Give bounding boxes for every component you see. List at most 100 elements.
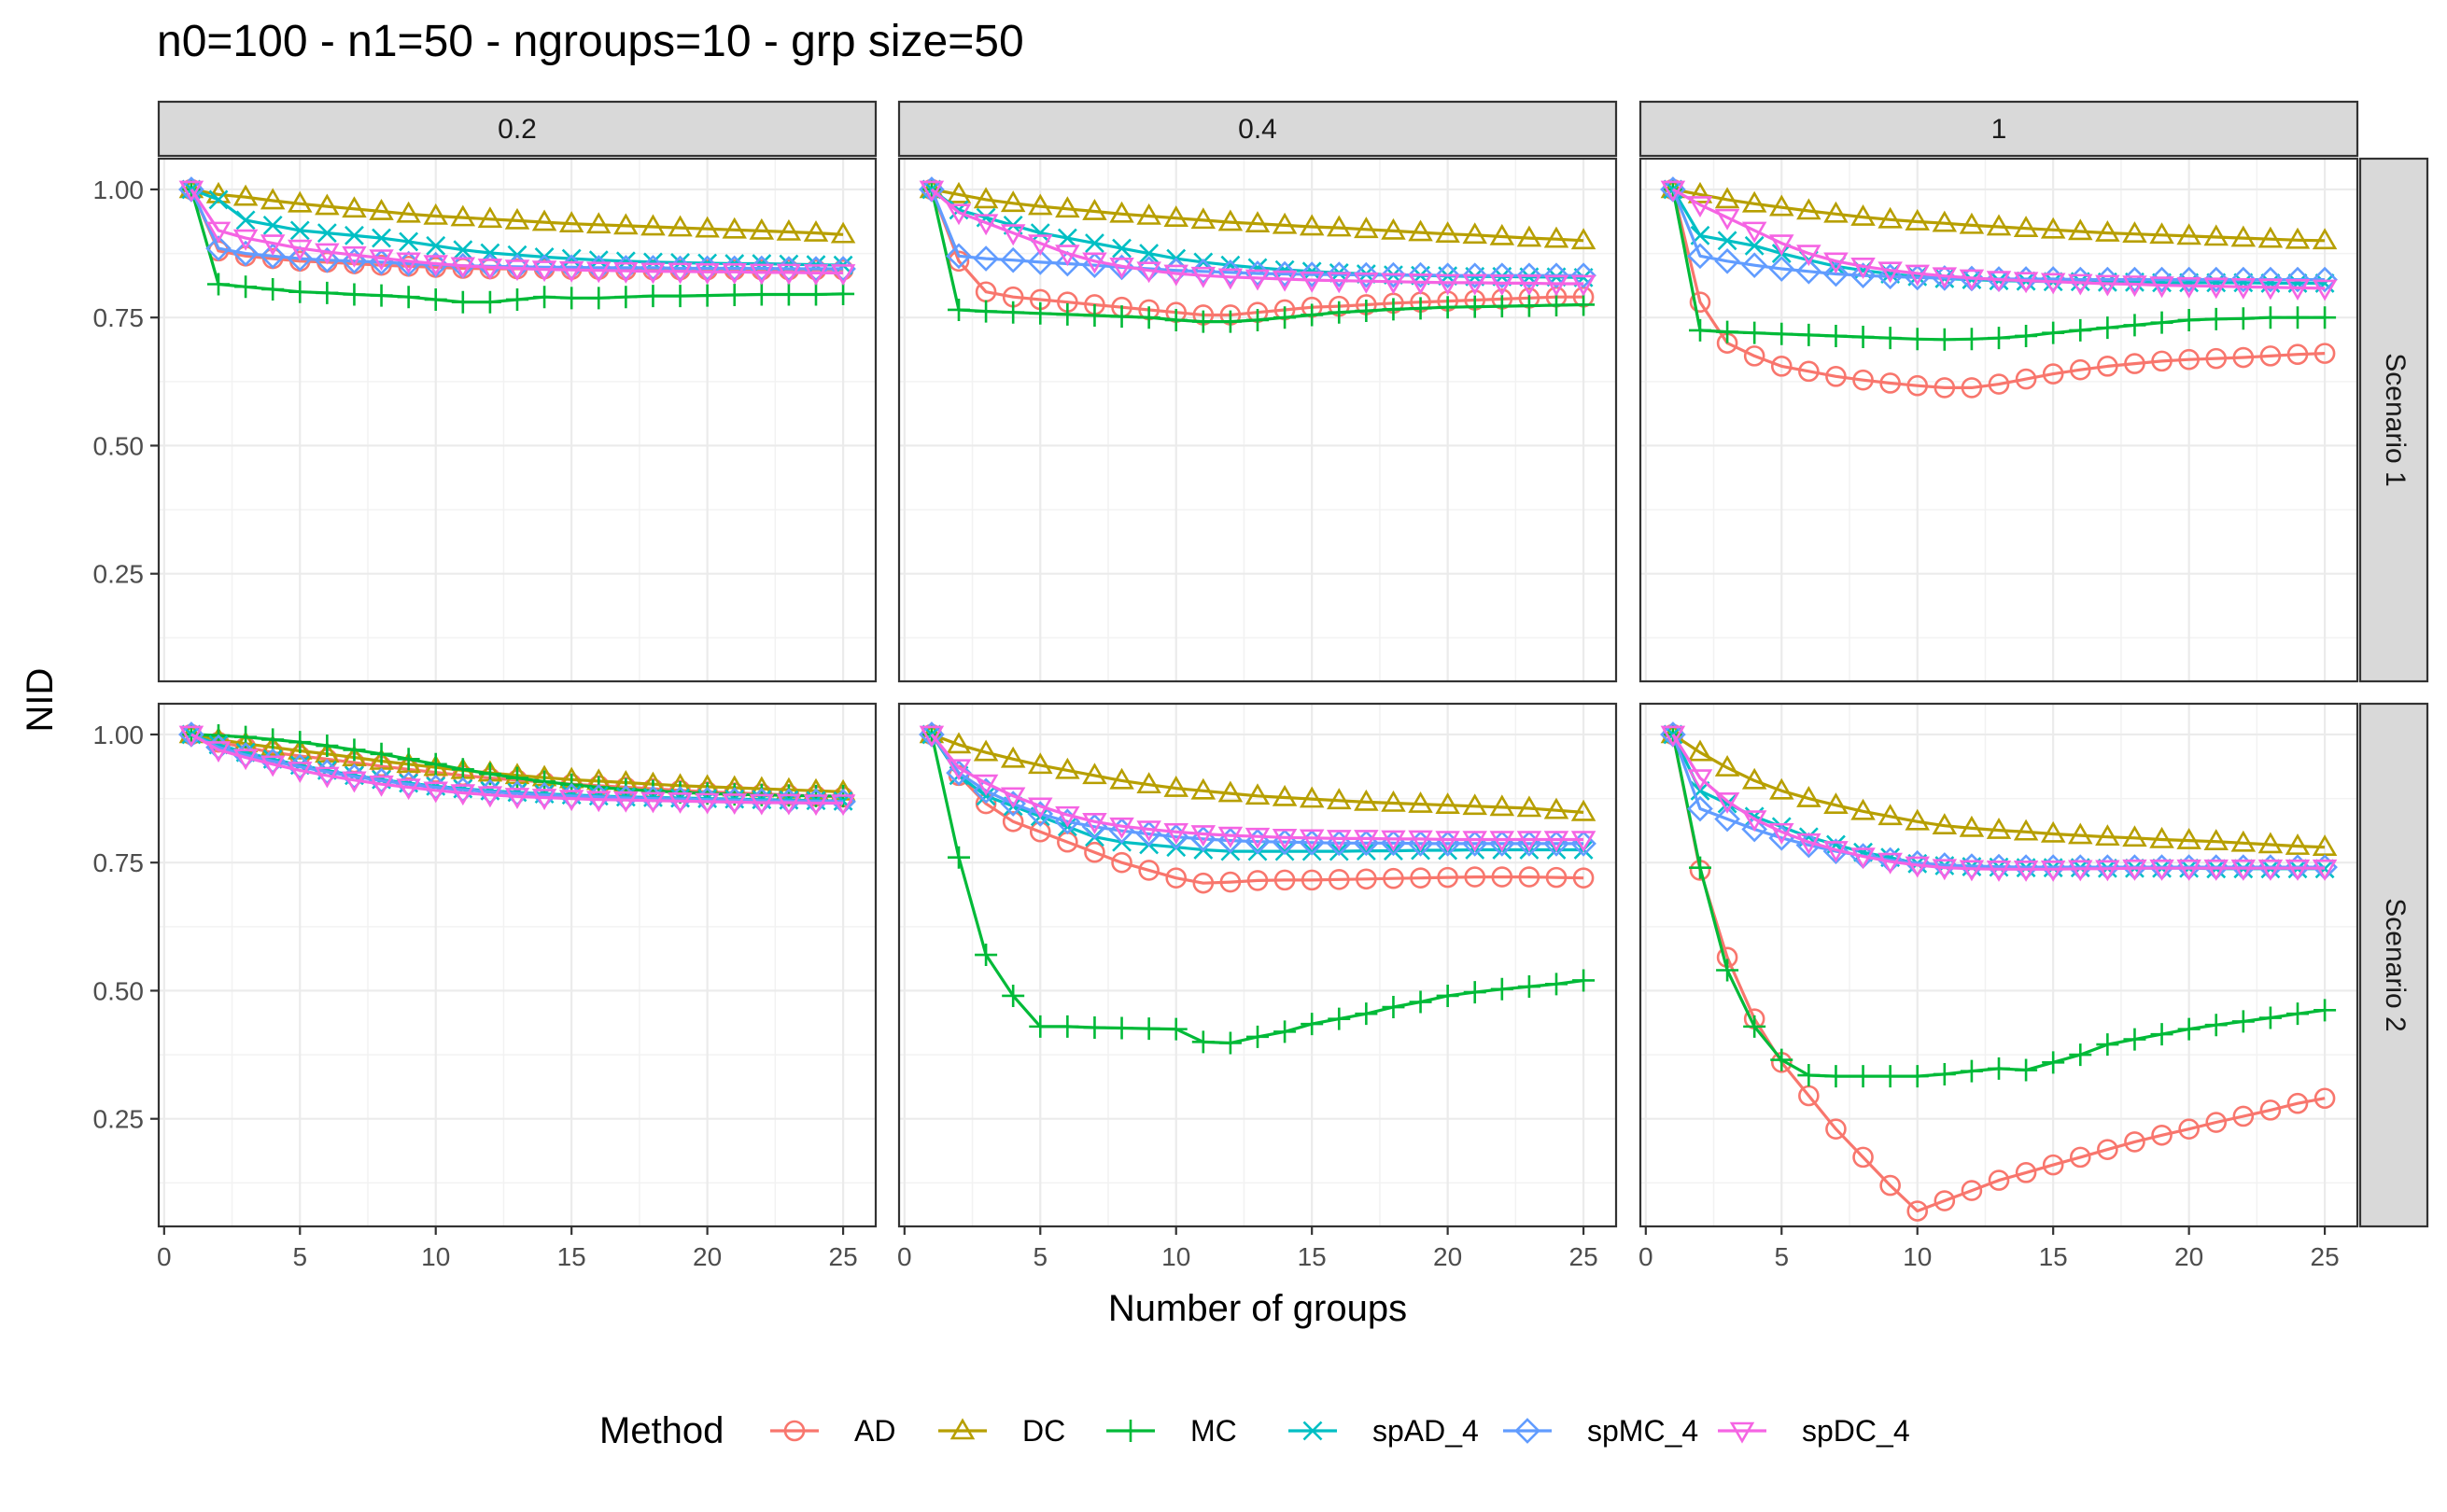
- data-point-mc: [1029, 1015, 1052, 1038]
- data-point-dc: [1796, 785, 1821, 807]
- data-point-dc: [1823, 792, 1849, 815]
- data-point-spmc-4: [1849, 262, 1877, 289]
- data-point-mc: [1797, 1064, 1821, 1087]
- data-point-spdc-4: [1435, 273, 1460, 296]
- y-tick-label: 0.50: [93, 431, 145, 460]
- data-point-spdc-4: [1660, 180, 1686, 203]
- data-point-spdc-4: [1354, 830, 1379, 851]
- data-point-mc: [1137, 1017, 1160, 1041]
- data-point-spdc-4: [504, 259, 530, 282]
- data-point-dc: [1932, 210, 1958, 232]
- data-point-spdc-4: [1354, 272, 1379, 294]
- data-point-dc: [1381, 790, 1406, 812]
- data-point-dc: [1543, 797, 1569, 819]
- legend-item-ad: AD: [770, 1414, 895, 1448]
- data-point-dc: [1489, 794, 1515, 817]
- data-point-dc: [1986, 818, 2012, 839]
- data-point-ad: [1798, 360, 1820, 383]
- legend-key-marker: [1302, 1421, 1323, 1441]
- data-point-spdc-4: [803, 794, 829, 817]
- legend-item-label: MC: [1190, 1414, 1237, 1448]
- data-point-spmc-4: [1461, 262, 1488, 289]
- facet-strip-col: 1: [1638, 100, 2359, 158]
- data-point-mc: [1436, 984, 1459, 1007]
- data-point-spdc-4: [1489, 831, 1515, 853]
- data-point-mc: [2150, 311, 2173, 334]
- data-point-spdc-4: [2149, 859, 2174, 881]
- facet-strip-col: 0.4: [897, 100, 1618, 158]
- data-point-ad: [1301, 869, 1323, 891]
- data-point-mc: [316, 735, 339, 758]
- data-point-dc: [2040, 820, 2066, 843]
- data-point-spad-4: [399, 231, 419, 252]
- data-point-mc: [1545, 973, 1568, 996]
- data-point-mc: [1029, 301, 1052, 325]
- y-tick-label: 0.75: [93, 848, 145, 877]
- data-point-spdc-4: [1714, 792, 1740, 814]
- data-point-mc: [1716, 320, 1739, 343]
- data-point-spdc-4: [2122, 275, 2147, 298]
- data-point-dc: [1163, 775, 1188, 797]
- data-point-dc: [1245, 783, 1271, 805]
- data-point-mc: [1988, 1057, 2010, 1080]
- data-point-spdc-4: [1028, 797, 1053, 819]
- data-point-spdc-4: [450, 784, 476, 806]
- data-point-mc: [975, 944, 998, 967]
- data-point-mc: [587, 287, 611, 310]
- data-point-spdc-4: [1272, 828, 1298, 850]
- data-point-spdc-4: [1381, 830, 1406, 852]
- data-point-dc: [2095, 824, 2120, 847]
- data-point-dc: [1796, 198, 1821, 220]
- data-point-spdc-4: [1000, 224, 1026, 246]
- data-point-spmc-4: [1570, 262, 1596, 289]
- data-point-spmc-4: [1714, 247, 1740, 274]
- data-point-dc: [668, 215, 693, 237]
- series-dc: [1660, 176, 2338, 250]
- data-point-spdc-4: [2285, 859, 2311, 881]
- panel-background: [899, 159, 1616, 681]
- data-point-spad-4: [1744, 235, 1765, 256]
- data-point-ad: [1934, 377, 1956, 399]
- data-point-spdc-4: [2149, 276, 2174, 299]
- data-point-spad-4: [453, 240, 473, 260]
- y-tick-label: 0.75: [93, 303, 145, 332]
- x-tick-label: 0: [1638, 1242, 1653, 1271]
- data-point-ad: [1002, 810, 1024, 833]
- data-point-spdc-4: [1687, 196, 1713, 218]
- data-point-spdc-4: [722, 263, 747, 285]
- data-point-mc: [1770, 1048, 1793, 1071]
- data-point-mc: [1191, 1030, 1215, 1054]
- data-point-spdc-4: [1000, 787, 1026, 809]
- data-point-ad: [2042, 1154, 2064, 1176]
- panel-border: [897, 702, 1618, 1228]
- legend-item-dc: DC: [938, 1414, 1065, 1448]
- panel-scenario-1-1: [1638, 157, 2359, 683]
- data-point-spdc-4: [1327, 830, 1352, 851]
- data-point-mc: [1273, 1020, 1297, 1043]
- data-point-ad: [2313, 343, 2336, 364]
- data-point-mc: [668, 285, 692, 308]
- data-point-spdc-4: [640, 262, 666, 285]
- data-point-ad: [1192, 872, 1215, 894]
- x-tick-label: 5: [1033, 1242, 1048, 1271]
- x-tick-label: 25: [1569, 1242, 1598, 1271]
- data-point-dc: [1769, 777, 1794, 800]
- data-point-spmc-4: [1687, 795, 1713, 822]
- data-point-ad: [2232, 1105, 2255, 1127]
- data-point-ad: [1356, 868, 1377, 890]
- data-point-spdc-4: [178, 725, 204, 748]
- data-point-mc: [975, 300, 998, 323]
- data-point-spdc-4: [260, 234, 286, 257]
- panel-border: [157, 702, 878, 1228]
- data-point-mc: [777, 283, 800, 306]
- data-point-mc: [1301, 1013, 1324, 1036]
- series-mc: [1661, 722, 2337, 1088]
- data-point-dc: [2122, 825, 2147, 847]
- data-point-spdc-4: [1986, 271, 2012, 293]
- data-point-mc: [1851, 1065, 1875, 1088]
- x-tick-label: 25: [2311, 1242, 2340, 1271]
- data-point-spdc-4: [1796, 245, 1821, 267]
- data-point-spdc-4: [613, 791, 639, 813]
- x-tick-label: 10: [1903, 1242, 1932, 1271]
- data-point-mc: [1933, 328, 1956, 351]
